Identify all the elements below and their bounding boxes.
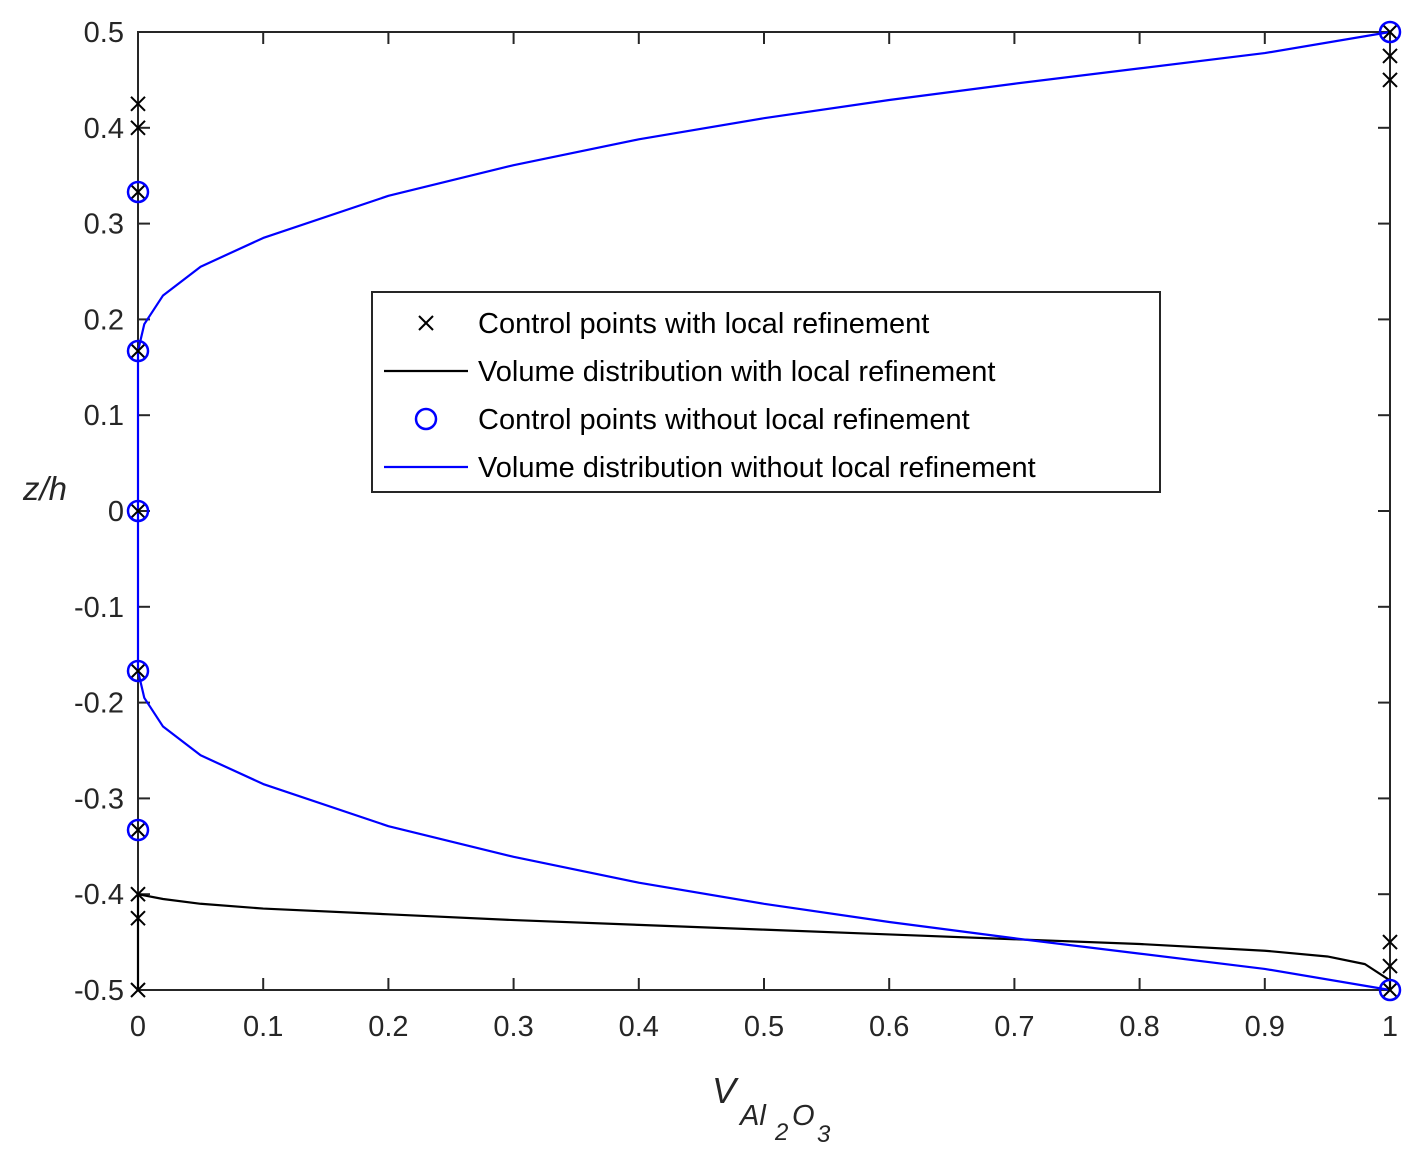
x-marker-point <box>130 120 146 136</box>
y-tick-label: -0.5 <box>74 975 124 1007</box>
y-tick-label: 0 <box>108 496 124 528</box>
x-marker-stroke <box>1382 958 1398 974</box>
circle-marker-point <box>126 659 150 683</box>
x-marker-point <box>130 343 146 359</box>
x-axis-label-sub2: 2 <box>774 1119 788 1146</box>
x-marker-stroke <box>130 96 146 112</box>
legend-entry: Control points without local refinement <box>414 404 970 436</box>
y-tick-label: 0.3 <box>84 209 124 241</box>
x-axis-label-al: Al <box>738 1100 767 1132</box>
x-marker-stroke <box>418 315 434 331</box>
x-tick-label: 0.9 <box>1245 1011 1285 1043</box>
legend-box <box>371 291 1161 493</box>
x-marker-point <box>130 96 146 112</box>
x-marker-point <box>130 184 146 200</box>
circle-marker-point <box>126 339 150 363</box>
x-marker-point <box>130 503 146 519</box>
legend: Control points with local refinement Volu… <box>371 291 1161 493</box>
circle-marker-point <box>126 180 150 204</box>
x-marker-point <box>130 886 146 902</box>
x-axis-label-v: V <box>712 1070 739 1111</box>
x-marker-point <box>130 822 146 838</box>
x-axis-label-o: O <box>792 1100 815 1132</box>
x-marker-stroke <box>130 822 146 838</box>
x-marker-stroke <box>1382 72 1398 88</box>
circle-marker-point <box>126 818 150 842</box>
x-tick-label: 0.1 <box>243 1011 283 1043</box>
x-axis-label-sub3: 3 <box>817 1121 831 1148</box>
y-tick-label: -0.4 <box>74 879 124 911</box>
x-marker-stroke <box>130 503 146 519</box>
y-tick-label: 0.5 <box>84 17 124 49</box>
x-axis-label: V Al 2 O 3 <box>712 1070 831 1148</box>
x-tick-label: 1 <box>1382 1011 1398 1043</box>
x-marker-stroke <box>130 663 146 679</box>
y-tick-label: -0.1 <box>74 592 124 624</box>
x-tick-label: 0.8 <box>1119 1011 1159 1043</box>
series-line <box>136 893 1392 990</box>
y-tick-label: -0.2 <box>74 688 124 720</box>
legend-entry: Volume distribution without local refine… <box>384 452 1036 484</box>
x-marker-stroke <box>130 343 146 359</box>
legend-x-marker <box>418 315 434 331</box>
x-tick-label: 0.4 <box>619 1011 659 1043</box>
x-tick-label: 0.6 <box>869 1011 909 1043</box>
x-tick-label: 0.2 <box>368 1011 408 1043</box>
legend-label: Volume distribution without local refine… <box>478 452 1036 484</box>
x-marker-point <box>130 663 146 679</box>
x-marker-point <box>1382 982 1398 998</box>
x-marker-stroke <box>130 910 146 926</box>
x-marker-stroke <box>130 982 146 998</box>
legend-circle-marker <box>414 407 438 431</box>
x-marker-point <box>1382 72 1398 88</box>
legend-entry: Control points with local refinement <box>418 308 929 340</box>
x-marker-stroke <box>130 184 146 200</box>
x-marker-stroke <box>1382 934 1398 950</box>
circle-marker-point <box>1378 978 1402 1002</box>
x-marker-point <box>1382 934 1398 950</box>
y-axis-label: z/h <box>22 470 67 507</box>
legend-label: Control points with local refinement <box>478 308 929 340</box>
legend-entry: Volume distribution with local refinemen… <box>384 356 995 388</box>
x-marker-point <box>1382 24 1398 40</box>
x-marker-point <box>130 910 146 926</box>
y-tick-label: 0.2 <box>84 304 124 336</box>
y-tick-label: -0.3 <box>74 783 124 815</box>
circle-marker-point <box>126 499 150 523</box>
legend-label: Control points without local refinement <box>478 404 970 436</box>
x-tick-label: 0 <box>130 1011 146 1043</box>
x-marker-stroke <box>1382 24 1398 40</box>
x-marker-stroke <box>130 120 146 136</box>
x-marker-stroke <box>130 886 146 902</box>
plot-area: 0 0.1 0.2 0.3 0.4 0.5 0.6 0.7 0.8 0.9 1 -0.5 -0.4 -0.… <box>74 17 1402 1043</box>
x-tick-label: 0.5 <box>744 1011 784 1043</box>
x-tick-label: 0.3 <box>493 1011 533 1043</box>
x-marker-point <box>1382 958 1398 974</box>
y-tick-label: 0.1 <box>84 400 124 432</box>
x-marker-stroke <box>1382 982 1398 998</box>
legend-label: Volume distribution with local refinemen… <box>478 356 995 388</box>
circle-marker-point <box>1378 20 1402 44</box>
x-tick-label: 0.7 <box>994 1011 1034 1043</box>
y-axis-label-text: z/h <box>22 470 67 507</box>
y-tick-label: 0.4 <box>84 113 124 145</box>
x-marker-stroke <box>1382 48 1398 64</box>
x-marker-point <box>1382 48 1398 64</box>
x-marker-point <box>130 982 146 998</box>
